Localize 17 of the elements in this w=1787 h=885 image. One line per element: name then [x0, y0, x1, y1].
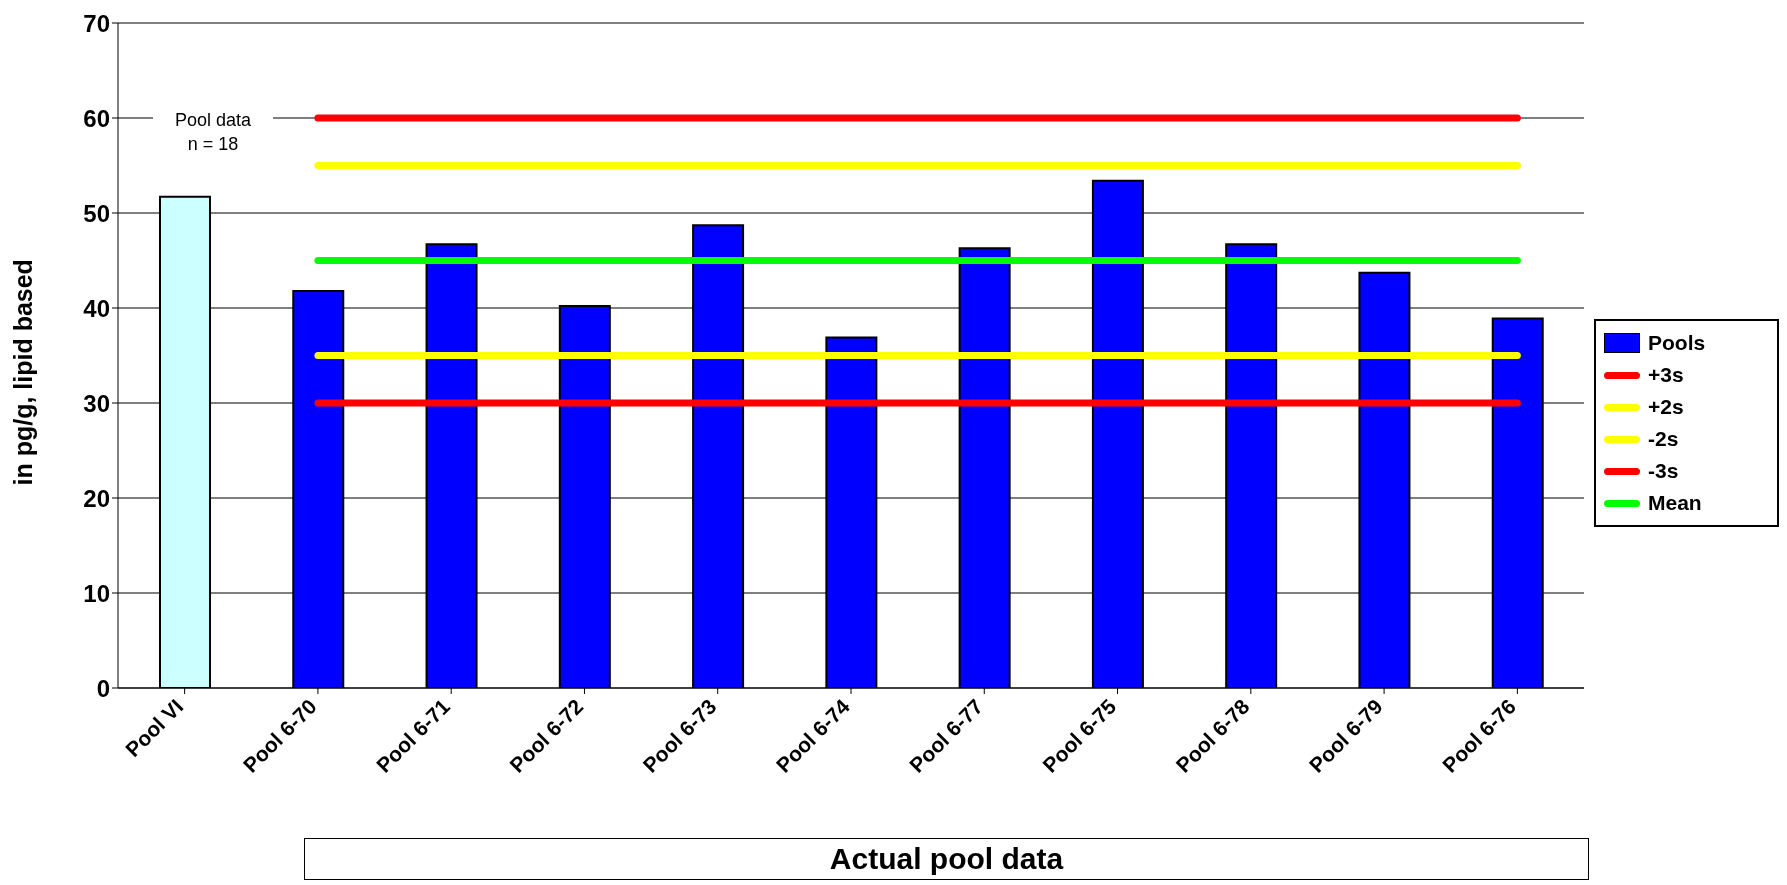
legend-label: +3s — [1648, 362, 1684, 388]
x-axis-title: Actual pool data — [304, 838, 1589, 880]
legend-label: Mean — [1648, 490, 1702, 516]
y-tick-label: 60 — [83, 104, 110, 132]
y-tick-label: 0 — [96, 674, 110, 702]
y-tick-label: 10 — [83, 579, 110, 607]
y-tick-label: 40 — [83, 294, 110, 322]
y-tick-label: 70 — [83, 9, 110, 37]
legend-label: +2s — [1648, 394, 1684, 420]
y-axis-title: in pg/g, lipid based — [8, 259, 37, 486]
annotation: Pool data n = 18 — [153, 108, 273, 156]
legend-label: -2s — [1648, 426, 1679, 452]
legend-label: Pools — [1648, 330, 1706, 356]
legend-label: -3s — [1648, 458, 1679, 484]
y-tick-label: 30 — [83, 389, 110, 417]
y-tick-label: 50 — [83, 199, 110, 227]
y-tick-label: 20 — [83, 484, 110, 512]
